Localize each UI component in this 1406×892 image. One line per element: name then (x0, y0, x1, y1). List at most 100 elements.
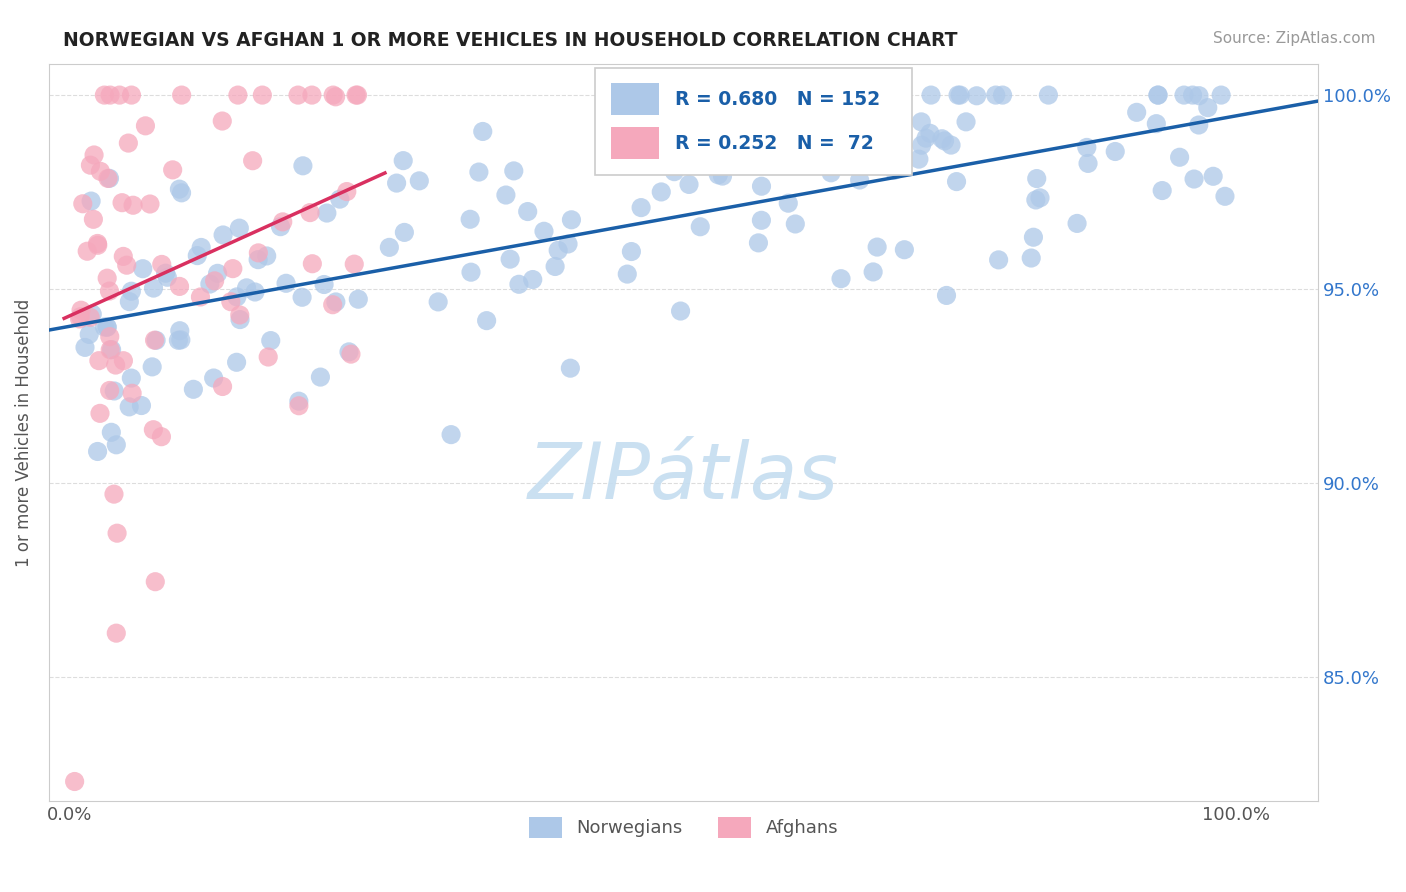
Point (747, 235, 769, 250)
Point (544, 260, 567, 274)
Point (468, 165, 491, 179)
Point (134, 119, 156, 133)
Point (949, 88, 972, 103)
Point (392, 153, 415, 168)
Point (97, 171, 120, 186)
Point (934, 134, 956, 148)
Point (70, 303, 93, 318)
Point (150, 430, 173, 444)
Point (93, 320, 115, 334)
Point (270, 219, 292, 234)
Point (190, 240, 212, 254)
Point (98, 384, 121, 398)
Point (87, 353, 110, 368)
Point (242, 153, 264, 168)
Point (707, 168, 730, 182)
Point (689, 219, 711, 234)
Point (918, 126, 941, 140)
Point (830, 271, 852, 285)
Point (229, 308, 252, 322)
Point (1188, 118, 1211, 132)
Point (343, 257, 366, 271)
Point (408, 174, 430, 188)
Point (1025, 193, 1047, 207)
Point (96, 320, 118, 334)
Point (105, 526, 128, 541)
Point (516, 204, 538, 219)
Point (475, 313, 498, 327)
Point (150, 257, 173, 271)
Point (1197, 101, 1219, 115)
Point (86, 444, 108, 458)
Point (115, 258, 138, 272)
Point (98, 343, 121, 357)
Point (86, 236, 108, 251)
Point (966, 88, 988, 103)
Point (1019, 251, 1042, 265)
Point (508, 277, 530, 292)
Point (533, 224, 555, 238)
Point (117, 136, 139, 150)
Point (142, 423, 165, 437)
Point (222, 261, 245, 276)
Point (471, 124, 494, 138)
Point (301, 88, 323, 103)
Point (77, 327, 100, 342)
Point (63, 774, 86, 789)
Point (235, 281, 257, 295)
Point (291, 290, 314, 304)
Point (139, 197, 162, 211)
Point (287, 88, 309, 103)
Point (103, 487, 125, 501)
Point (499, 252, 522, 267)
Point (1152, 184, 1174, 198)
Point (96, 271, 118, 285)
Point (785, 217, 807, 231)
Point (121, 88, 143, 103)
Point (547, 244, 569, 258)
Point (170, 333, 193, 347)
Point (344, 88, 367, 103)
Point (1202, 169, 1225, 184)
Point (105, 626, 128, 640)
Point (76, 244, 98, 259)
Point (1181, 88, 1204, 103)
Point (910, 138, 932, 153)
Point (112, 353, 135, 368)
Point (838, 132, 860, 146)
Point (946, 88, 969, 103)
Point (734, 120, 756, 134)
Point (385, 176, 408, 190)
Point (1147, 88, 1170, 103)
Point (219, 294, 242, 309)
Point (460, 265, 482, 279)
Point (1188, 88, 1211, 103)
Point (145, 334, 167, 348)
Point (931, 132, 953, 146)
Point (1168, 150, 1191, 164)
Point (987, 252, 1010, 267)
Point (183, 382, 205, 396)
Point (204, 274, 226, 288)
Point (394, 226, 416, 240)
Point (121, 386, 143, 401)
Point (93, 88, 115, 103)
Point (935, 288, 957, 302)
Point (170, 88, 193, 103)
Point (908, 152, 931, 166)
Point (669, 304, 692, 318)
Point (560, 361, 582, 376)
Point (169, 182, 191, 196)
Point (155, 266, 177, 280)
Point (100, 343, 122, 357)
Point (336, 185, 359, 199)
Point (502, 164, 524, 178)
Point (1038, 88, 1060, 103)
Point (118, 294, 141, 309)
Point (156, 270, 179, 285)
Point (260, 334, 283, 348)
Point (910, 115, 932, 129)
Point (142, 281, 165, 295)
Bar (612, 83, 659, 115)
Point (378, 240, 401, 254)
